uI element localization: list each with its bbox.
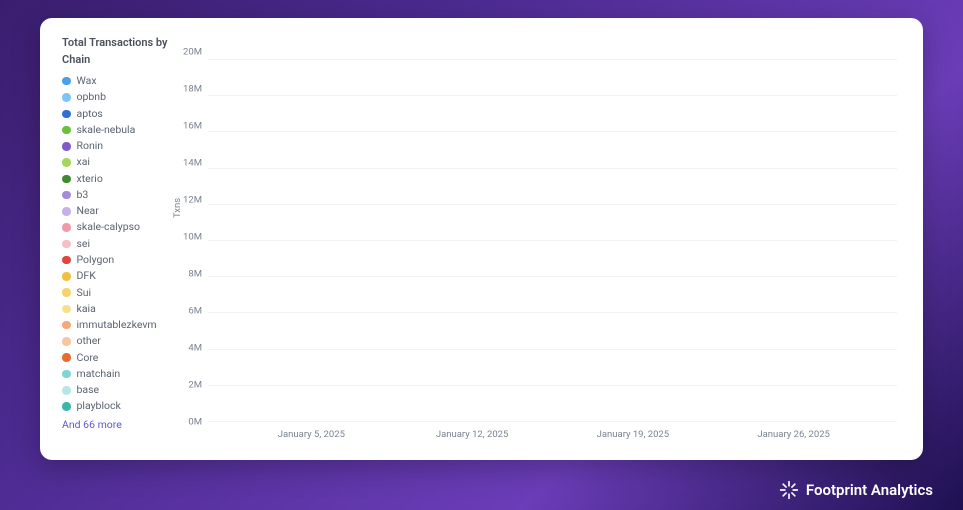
legend-item-aptos[interactable]: aptos (62, 106, 180, 122)
legend-swatch-icon (62, 93, 71, 102)
legend-swatch-icon (62, 337, 71, 346)
legend-label: matchain (77, 366, 121, 382)
legend-swatch-icon (62, 353, 71, 362)
legend-panel: Total Transactions by Chain Waxopbnbapto… (62, 34, 180, 446)
x-tick: January 19, 2025 (597, 429, 669, 440)
legend-item-base[interactable]: base (62, 382, 180, 398)
legend-swatch-icon (62, 370, 71, 379)
legend-swatch-icon (62, 77, 71, 86)
legend-swatch-icon (62, 191, 71, 200)
y-tick: 20M (183, 47, 202, 58)
legend-item-other[interactable]: other (62, 333, 180, 349)
legend-swatch-icon (62, 386, 71, 395)
plot-region[interactable] (208, 42, 897, 422)
legend-label: Polygon (77, 252, 115, 268)
legend-swatch-icon (62, 110, 71, 119)
legend-item-near[interactable]: Near (62, 203, 180, 219)
y-tick: 18M (183, 84, 202, 95)
x-tick: January 5, 2025 (278, 429, 345, 440)
legend-swatch-icon (62, 158, 71, 167)
legend-item-dfk[interactable]: DFK (62, 268, 180, 284)
chart-card: Total Transactions by Chain Waxopbnbapto… (40, 18, 923, 460)
y-tick: 2M (188, 380, 202, 391)
legend-swatch-icon (62, 126, 71, 135)
legend-swatch-icon (62, 223, 71, 232)
legend-label: Core (77, 350, 99, 366)
legend-label: Ronin (77, 138, 104, 154)
legend-swatch-icon (62, 321, 71, 330)
legend-swatch-icon (62, 288, 71, 297)
y-axis-label: Txns (172, 198, 183, 218)
legend-label: other (77, 333, 101, 349)
legend-item-xai[interactable]: xai (62, 154, 180, 170)
y-tick: 4M (188, 343, 202, 354)
y-tick: 6M (188, 306, 202, 317)
legend-label: xterio (77, 171, 103, 187)
legend-item-core[interactable]: Core (62, 350, 180, 366)
legend-swatch-icon (62, 240, 71, 249)
x-tick: January 26, 2025 (757, 429, 829, 440)
legend-label: skale-nebula (77, 122, 136, 138)
legend-label: skale-calypso (77, 219, 141, 235)
legend-label: sei (77, 236, 91, 252)
legend-item-playblock[interactable]: playblock (62, 398, 180, 414)
legend-item-polygon[interactable]: Polygon (62, 252, 180, 268)
x-tick: January 12, 2025 (436, 429, 508, 440)
legend-label: b3 (77, 187, 89, 203)
brand-footer: Footprint Analytics (779, 480, 933, 500)
legend-label: opbnb (77, 89, 106, 105)
y-tick: 16M (183, 121, 202, 132)
legend-label: Sui (77, 285, 92, 301)
legend-item-ronin[interactable]: Ronin (62, 138, 180, 154)
legend-item-opbnb[interactable]: opbnb (62, 89, 180, 105)
legend-label: DFK (77, 268, 96, 284)
legend-item-wax[interactable]: Wax (62, 73, 180, 89)
legend-swatch-icon (62, 142, 71, 151)
legend-label: Wax (77, 73, 97, 89)
y-tick: 8M (188, 269, 202, 280)
legend-item-xterio[interactable]: xterio (62, 171, 180, 187)
legend-label: kaia (77, 301, 96, 317)
legend-label: playblock (77, 398, 121, 414)
brand-label: Footprint Analytics (806, 481, 933, 499)
y-tick: 10M (183, 232, 202, 243)
y-tick: 0M (188, 417, 202, 428)
legend-item-b3[interactable]: b3 (62, 187, 180, 203)
legend-item-sui[interactable]: Sui (62, 285, 180, 301)
y-tick: 14M (183, 158, 202, 169)
y-tick: 12M (183, 195, 202, 206)
legend-item-skale-nebula[interactable]: skale-nebula (62, 122, 180, 138)
legend-label: Near (77, 203, 99, 219)
legend-label: base (77, 382, 100, 398)
x-axis: January 5, 2025 January 12, 2025 January 1… (208, 424, 897, 446)
legend-swatch-icon (62, 175, 71, 184)
legend-swatch-icon (62, 256, 71, 265)
legend-label: immutablezkevm (77, 317, 157, 333)
legend-swatch-icon (62, 305, 71, 314)
legend-label: aptos (77, 106, 103, 122)
legend-more-link[interactable]: And 66 more (62, 417, 180, 433)
legend-swatch-icon (62, 402, 71, 411)
legend-item-immutablezkevm[interactable]: immutablezkevm (62, 317, 180, 333)
legend-item-sei[interactable]: sei (62, 236, 180, 252)
legend-item-kaia[interactable]: kaia (62, 301, 180, 317)
legend-item-skale-calypso[interactable]: skale-calypso (62, 219, 180, 235)
page-background: Total Transactions by Chain Waxopbnbapto… (0, 0, 963, 510)
legend-swatch-icon (62, 272, 71, 281)
footprint-logo-icon (779, 480, 799, 500)
legend-item-matchain[interactable]: matchain (62, 366, 180, 382)
chart-area: Txns 0M2M4M6M8M10M12M14M16M18M20M Januar… (180, 34, 901, 446)
chart-title: Total Transactions by Chain (62, 34, 180, 68)
y-axis: Txns 0M2M4M6M8M10M12M14M16M18M20M (174, 34, 204, 422)
legend-label: xai (77, 154, 90, 170)
legend-swatch-icon (62, 207, 71, 216)
